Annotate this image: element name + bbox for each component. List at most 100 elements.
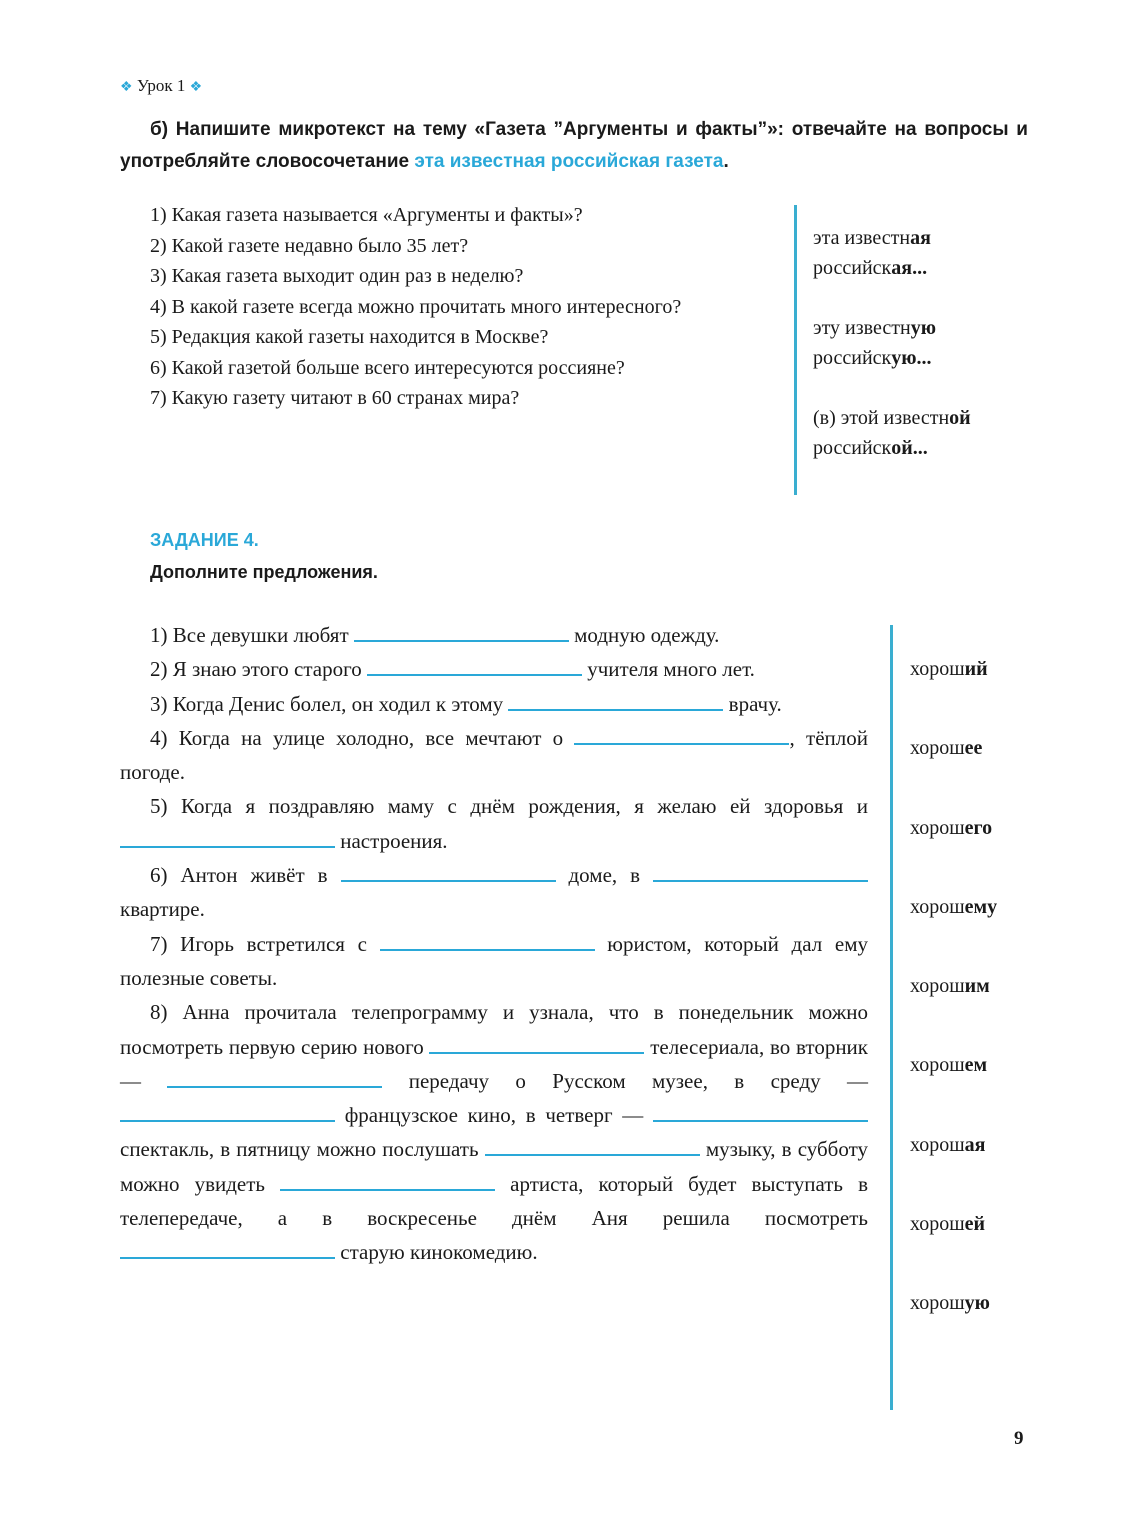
- sentence-text: спектакль, в пятницу можно послушать: [120, 1137, 485, 1162]
- phrase-stem: эта известн: [813, 227, 911, 249]
- word-stem: хорош: [910, 816, 965, 839]
- sentence-text: 4) Когда на улице холодно, все мечтают о: [150, 725, 575, 750]
- word-form: хорошее: [910, 737, 997, 816]
- sentence-item: 8) Анна прочитала телепрограмму и узнала…: [120, 995, 868, 1269]
- word-stem: хорош: [910, 737, 965, 760]
- divider-line: [794, 205, 797, 495]
- phrase-stem: российск: [813, 347, 892, 369]
- sentence-text: доме, в: [555, 863, 653, 888]
- answer-blank[interactable]: [429, 1034, 645, 1054]
- question-item: 2) Какой газете недавно было 35 лет?: [150, 234, 469, 257]
- word-stem: хорош: [910, 895, 965, 918]
- answer-blank[interactable]: [120, 1239, 335, 1260]
- word-ending: ую: [964, 1292, 990, 1315]
- answer-blank[interactable]: [379, 931, 595, 951]
- phrase-hint: эту известную российскую...: [813, 313, 971, 373]
- diamond-icon: ❖: [189, 80, 203, 95]
- phrase-ending: ой: [949, 407, 971, 429]
- sentence-text: модную одежду.: [568, 623, 720, 647]
- question-item: 3) Какая газета выходит один раз в недел…: [150, 265, 524, 287]
- sentence-text: французское кино, в четверг —: [335, 1103, 653, 1128]
- phrase-hint: (в) этой известной российской...: [813, 403, 971, 463]
- sentence-text: учителя много лет.: [581, 657, 755, 682]
- sentence-text: телесериала, во вторник —: [120, 1034, 868, 1093]
- answer-blank[interactable]: [366, 656, 582, 677]
- answer-blank[interactable]: [353, 622, 569, 642]
- sentence-text: музыку, в субботу можно увидеть: [120, 1137, 868, 1196]
- answer-blank[interactable]: [508, 691, 724, 711]
- word-stem: хорош: [910, 1133, 965, 1156]
- answer-blank[interactable]: [653, 1102, 868, 1123]
- sentence-text: 8) Анна прочитала телепрограмму и узнала…: [120, 1000, 868, 1059]
- word-ending: им: [964, 975, 990, 998]
- word-ending: ем: [964, 1054, 988, 1077]
- phrase-hints: эта известная российская... эту известную р…: [813, 223, 971, 493]
- phrase-ending: ая...: [891, 257, 928, 279]
- divider-line: [890, 625, 893, 1410]
- sentence-item: 3) Когда Денис болел, он ходил к этому в…: [120, 687, 868, 721]
- answer-blank[interactable]: [574, 725, 790, 745]
- sentence-text: , тёплой погоде.: [120, 725, 868, 785]
- answer-blank[interactable]: [484, 1136, 700, 1157]
- phrase-stem: (в) этой известн: [813, 407, 950, 429]
- sentence-text: 1) Все девушки любят: [150, 623, 354, 647]
- sentence-text: юристом, который дал ему полезные советы…: [120, 931, 868, 990]
- answer-blank[interactable]: [280, 1171, 496, 1191]
- sentence-text: 3) Когда Денис болел, он ходил к этому: [150, 691, 509, 716]
- word-form: хорошем: [910, 1054, 997, 1133]
- page-number: 9: [1014, 1428, 1024, 1449]
- sentence-item: 2) Я знаю этого старого учителя много ле…: [120, 652, 868, 686]
- phrase-stem: российск: [813, 437, 892, 459]
- word-stem: хорош: [910, 975, 965, 998]
- word-ending: ая: [964, 1133, 986, 1156]
- sentence-item: 5) Когда я поздравляю маму с днём рожден…: [120, 789, 868, 858]
- exercise-instruction: б) Напишите микротекст на тему «Газета ”…: [120, 114, 1028, 178]
- task-subtitle: Дополните предложения.: [150, 562, 378, 582]
- lesson-label: Урок 1: [136, 76, 186, 95]
- sentence-item: 4) Когда на улице холодно, все мечтают о…: [120, 721, 868, 790]
- task-title: ЗАДАНИЕ 4.: [150, 530, 259, 550]
- answer-blank[interactable]: [120, 1102, 335, 1123]
- word-form: хорошей: [910, 1213, 997, 1292]
- word-ending: его: [964, 816, 993, 839]
- word-form: хорошему: [910, 896, 997, 975]
- question-list: 1) Какая газета называется «Аргументы и …: [120, 200, 780, 414]
- word-forms: хороший хорошее хорошего хорошему хорошим хор…: [910, 658, 997, 1372]
- answer-blank[interactable]: [120, 828, 335, 848]
- sentence-text: 2) Я знаю этого старого: [150, 657, 367, 682]
- question-item: 5) Редакция какой газеты находится в Мос…: [150, 326, 549, 348]
- word-ending: ей: [964, 1213, 986, 1236]
- sentence-text: старую кинокомедию.: [335, 1240, 538, 1265]
- question-item: 1) Какая газета называется «Аргументы и …: [150, 204, 583, 226]
- phrase-stem: эту известн: [813, 317, 911, 339]
- word-form: хорошую: [910, 1292, 997, 1371]
- sentence-text: 6) Антон живёт в: [150, 863, 341, 888]
- answer-blank[interactable]: [167, 1068, 383, 1088]
- word-ending: ий: [964, 658, 988, 680]
- word-stem: хорош: [910, 1213, 965, 1236]
- sentence-text: 7) Игорь встретился с: [150, 931, 380, 956]
- answer-blank[interactable]: [653, 862, 868, 883]
- sentence-text: квартире.: [120, 897, 205, 922]
- word-ending: ее: [964, 737, 983, 760]
- word-stem: хорош: [910, 1292, 965, 1315]
- sentence-text: передачу о Русском музее, в среду —: [382, 1068, 868, 1093]
- sentence-text: настроения.: [335, 828, 448, 853]
- phrase-ending: ой...: [891, 437, 928, 459]
- sentence-text: врачу.: [723, 691, 782, 716]
- fill-in-sentences: 1) Все девушки любят модную одежду. 2) Я …: [120, 618, 868, 1270]
- answer-blank[interactable]: [340, 862, 556, 883]
- question-item: 7) Какую газету читают в 60 странах мира…: [150, 387, 520, 409]
- word-form: хорошего: [910, 817, 997, 896]
- highlight-phrase: эта известная российская газета: [414, 151, 724, 172]
- phrase-stem: российск: [813, 257, 892, 279]
- question-item: 6) Какой газетой больше всего интересуют…: [150, 356, 625, 379]
- phrase-ending: ая: [910, 227, 931, 249]
- word-form: хорошая: [910, 1134, 997, 1213]
- sentence-item: 7) Игорь встретился с юристом, который д…: [120, 927, 868, 996]
- instruction-end: .: [723, 151, 729, 172]
- word-form: хорошим: [910, 975, 997, 1054]
- word-stem: хорош: [910, 658, 965, 680]
- instruction-text: б) Напишите микротекст на тему «Газета ”…: [120, 119, 1028, 172]
- phrase-hint: эта известная российская...: [813, 223, 971, 283]
